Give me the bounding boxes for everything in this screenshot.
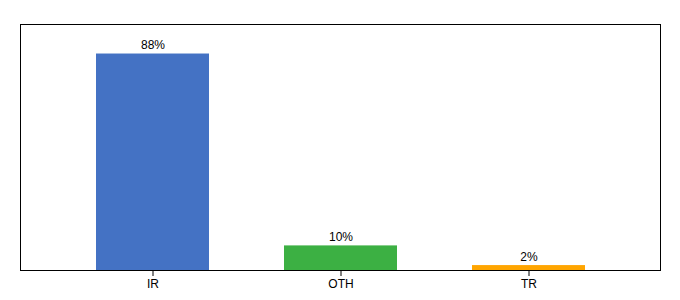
svg-text:OTH: OTH [328, 277, 353, 291]
svg-text:TR: TR [521, 277, 537, 291]
svg-text:2%: 2% [520, 250, 538, 264]
svg-text:10%: 10% [329, 230, 353, 244]
svg-text:88%: 88% [141, 38, 165, 52]
svg-text:IR: IR [147, 277, 159, 291]
